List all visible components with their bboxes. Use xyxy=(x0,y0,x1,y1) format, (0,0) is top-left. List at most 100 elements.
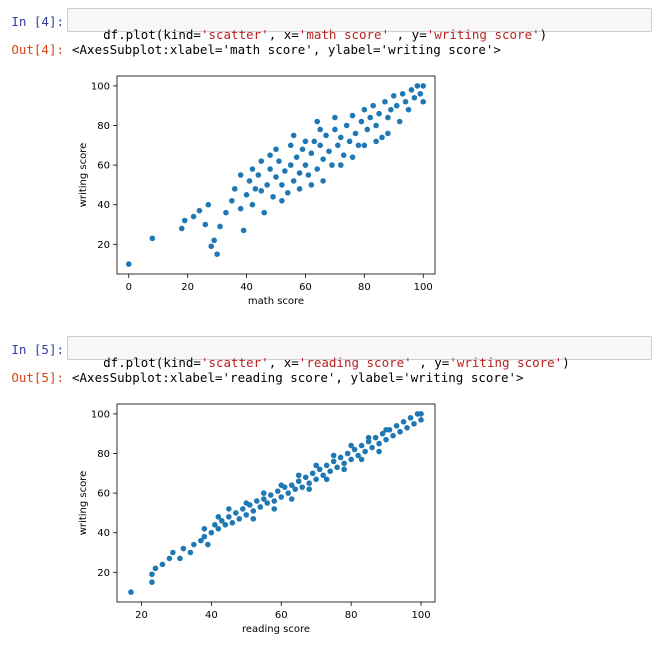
x-axis-label: math score xyxy=(248,296,304,307)
data-point xyxy=(343,122,350,129)
code-text: ) xyxy=(562,355,570,370)
data-point xyxy=(287,142,294,149)
data-point xyxy=(316,466,323,473)
data-point xyxy=(302,138,309,145)
data-point xyxy=(400,419,407,425)
data-point xyxy=(376,448,382,455)
data-point xyxy=(258,188,265,194)
x-tick-label: 80 xyxy=(345,610,358,621)
data-point xyxy=(370,102,376,109)
data-point xyxy=(299,146,306,153)
code-string: 'writing score' xyxy=(449,355,563,370)
data-point xyxy=(205,201,212,208)
data-point xyxy=(285,490,292,496)
data-point xyxy=(271,506,278,512)
code-input[interactable]: df.plot(kind='scatter', x='reading score… xyxy=(67,336,652,370)
y-tick-label: 100 xyxy=(91,409,110,420)
x-tick-label: 40 xyxy=(240,282,253,293)
cell-4: In [4]: df.plot(kind='scatter', x='math … xyxy=(0,8,662,308)
data-point xyxy=(282,168,288,174)
plot-frame xyxy=(116,75,436,275)
data-point xyxy=(326,148,332,155)
data-point xyxy=(152,565,159,572)
data-point xyxy=(290,132,297,139)
data-point xyxy=(214,251,220,257)
data-point xyxy=(417,91,424,97)
data-point xyxy=(296,186,303,192)
data-point xyxy=(405,106,412,113)
y-tick-label: 60 xyxy=(97,489,110,500)
code-input[interactable]: df.plot(kind='scatter', x='math score' ,… xyxy=(67,8,652,42)
x-axis-label: reading score xyxy=(242,624,310,635)
data-point xyxy=(249,201,256,208)
data-point xyxy=(229,197,235,204)
data-point xyxy=(302,162,309,168)
code-text: df.plot(kind= xyxy=(103,27,201,42)
out-prompt: Out[4]: xyxy=(11,42,64,57)
data-point xyxy=(337,134,344,141)
data-point xyxy=(302,474,309,481)
data-point xyxy=(309,470,316,477)
data-point xyxy=(346,138,353,145)
data-point xyxy=(348,456,354,463)
data-point xyxy=(308,150,315,157)
data-point xyxy=(390,432,396,439)
data-point xyxy=(233,510,239,516)
x-tick-label: 0 xyxy=(126,282,132,293)
data-point xyxy=(267,152,273,158)
data-point xyxy=(361,106,368,113)
x-tick-label: 20 xyxy=(181,282,194,293)
data-point xyxy=(205,541,211,548)
data-point xyxy=(317,126,323,133)
data-point xyxy=(314,166,321,172)
x-tick-label: 40 xyxy=(205,610,218,621)
data-point xyxy=(278,482,285,488)
data-point xyxy=(240,227,247,234)
data-point xyxy=(226,514,232,520)
y-axis-label: writing score xyxy=(78,471,89,536)
data-point xyxy=(284,190,291,196)
data-point xyxy=(290,178,297,184)
data-point xyxy=(261,209,268,216)
data-point xyxy=(404,424,410,431)
data-point xyxy=(364,126,371,133)
data-point xyxy=(270,193,276,200)
data-point xyxy=(306,486,312,492)
code-text: , x= xyxy=(268,355,299,370)
data-point xyxy=(337,454,344,461)
code-string: 'reading score' xyxy=(298,355,412,370)
data-point xyxy=(358,118,365,125)
data-point xyxy=(178,225,185,232)
data-point xyxy=(317,142,323,149)
data-point xyxy=(376,110,382,117)
data-point xyxy=(276,158,282,164)
data-point xyxy=(271,498,278,504)
code-text: ) xyxy=(539,27,548,42)
data-point xyxy=(246,178,253,184)
data-point xyxy=(187,549,194,556)
data-point xyxy=(332,114,338,121)
data-point xyxy=(399,91,406,97)
data-point xyxy=(323,462,330,469)
data-point xyxy=(352,130,359,137)
data-point xyxy=(208,243,215,250)
y-tick-label: 40 xyxy=(97,200,110,211)
data-point xyxy=(314,118,321,125)
cell-5: In [5]: df.plot(kind='scatter', x='readi… xyxy=(0,336,662,636)
data-point xyxy=(411,94,418,101)
x-tick-label: 20 xyxy=(135,610,148,621)
data-point xyxy=(407,415,414,421)
data-point xyxy=(264,182,270,188)
data-point xyxy=(252,186,259,192)
data-point xyxy=(260,490,267,496)
data-point xyxy=(292,486,299,492)
data-point xyxy=(273,174,279,180)
data-point xyxy=(330,458,337,465)
data-point xyxy=(341,466,347,473)
data-point xyxy=(267,166,273,172)
data-point xyxy=(191,541,197,548)
y-tick-label: 40 xyxy=(97,528,110,539)
data-point xyxy=(255,172,262,178)
data-point xyxy=(222,521,229,528)
data-point xyxy=(202,221,209,228)
